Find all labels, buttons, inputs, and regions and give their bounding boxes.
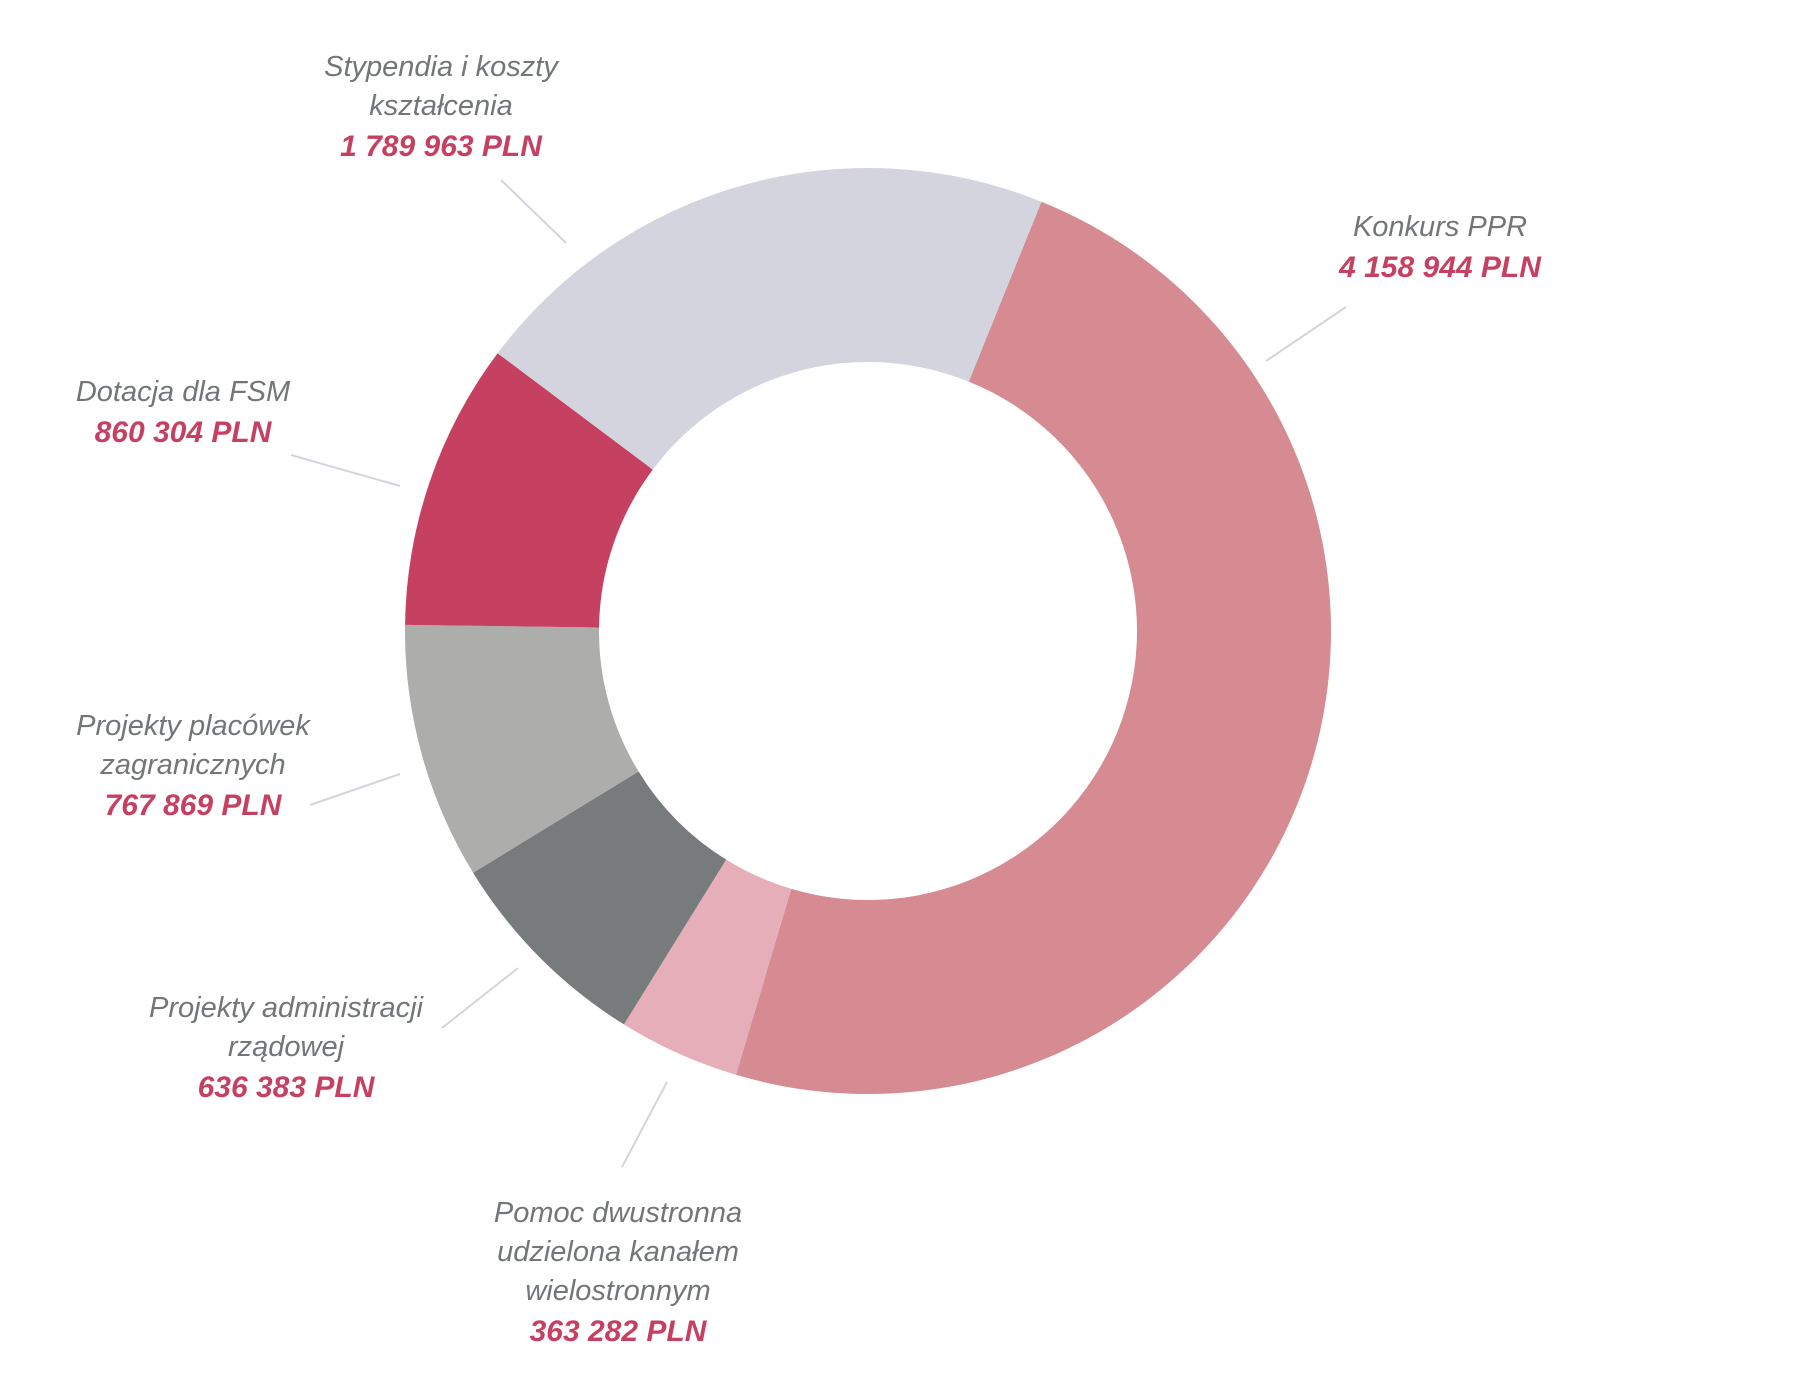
label-konkurs-ppr: Konkurs PPR 4 158 944 PLN xyxy=(1339,208,1541,289)
leader-line-5 xyxy=(500,179,567,244)
leader-line-0 xyxy=(1265,306,1347,362)
slice-name-line-2: zagranicznych xyxy=(100,749,286,781)
donut-slice-2 xyxy=(473,771,727,1025)
leader-line-3 xyxy=(309,773,401,806)
slice-name-line-2: udzielona kanałem xyxy=(497,1236,739,1268)
leader-line-4 xyxy=(290,454,401,487)
slice-value: 860 304 PLN xyxy=(94,416,272,449)
slice-name-line-2: rządowej xyxy=(227,1031,345,1063)
donut-slice-0 xyxy=(735,201,1331,1094)
slice-name-line-1: Stypendia i koszty xyxy=(324,51,558,83)
slice-value: 4 158 944 PLN xyxy=(1339,251,1541,284)
label-projekty-administracji: Projekty administracji rządowej 636 383 … xyxy=(149,989,423,1109)
slice-name-line-1: Pomoc dwustronna xyxy=(493,1197,743,1229)
slice-name: Dotacja dla FSM xyxy=(75,376,291,408)
slice-name-line-1: Projekty administracji xyxy=(149,992,423,1024)
label-pomoc-dwustronna: Pomoc dwustronna udzielona kanałem wielo… xyxy=(494,1194,742,1353)
label-stypendia: Stypendia i koszty kształcenia 1 789 963… xyxy=(324,48,558,168)
slice-value: 1 789 963 PLN xyxy=(340,130,542,163)
donut-slice-4 xyxy=(405,353,653,628)
slice-name: Konkurs PPR xyxy=(1352,211,1528,243)
donut-slice-3 xyxy=(405,624,639,873)
slice-value: 636 383 PLN xyxy=(197,1071,375,1104)
slice-value: 363 282 PLN xyxy=(529,1315,707,1348)
slice-name-line-2: kształcenia xyxy=(369,90,513,122)
slice-value: 767 869 PLN xyxy=(104,789,282,822)
donut-slice-5 xyxy=(497,168,1042,470)
donut-slice-1 xyxy=(623,859,792,1075)
label-projekty-placowek: Projekty placówek zagranicznych 767 869 … xyxy=(76,707,310,827)
leader-line-1 xyxy=(621,1081,668,1168)
slice-name-line-3: wielostronnym xyxy=(525,1275,711,1307)
label-dotacja-fsm: Dotacja dla FSM 860 304 PLN xyxy=(76,373,290,454)
leader-line-2 xyxy=(441,967,519,1029)
slice-name-line-1: Projekty placówek xyxy=(76,710,310,742)
